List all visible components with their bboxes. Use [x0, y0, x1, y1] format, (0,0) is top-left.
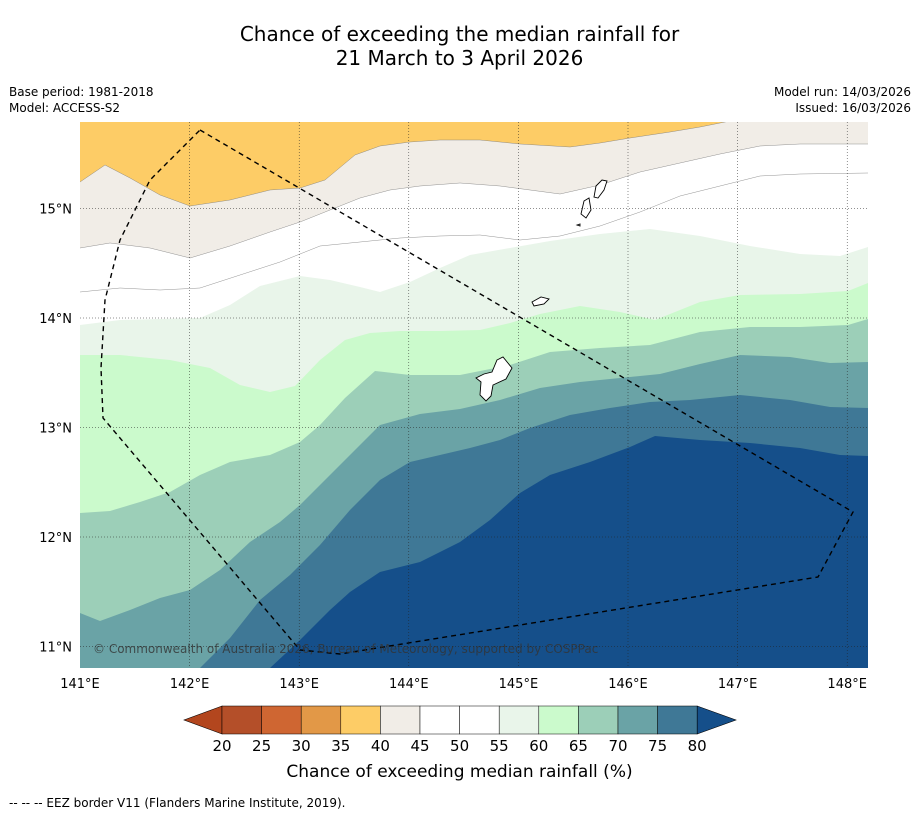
eez-border-line	[100, 129, 854, 655]
colorbar-tick-label: 45	[410, 737, 429, 755]
colorbar-tick-label: 30	[292, 737, 311, 755]
island-rota	[531, 296, 550, 307]
lat-label: 11°N	[39, 641, 72, 656]
lon-label: 148°E	[827, 677, 867, 692]
lat-label: 14°N	[39, 312, 72, 327]
colorbar-swatch	[657, 705, 698, 735]
copyright-notice: © Commonwealth of Australia 2026, Bureau…	[93, 642, 598, 656]
colorbar-swatch	[340, 705, 381, 735]
lon-label: 145°E	[499, 677, 539, 692]
colorbar-ticks: 20 25 30 35 40 45 50 55 60 65 70 75 80	[212, 737, 706, 755]
colorbar-tick-label: 75	[648, 737, 667, 755]
title-line-2: 21 March to 3 April 2026	[335, 46, 584, 70]
colorbar-tick-label: 60	[529, 737, 548, 755]
rainfall-contours: © Commonwealth of Australia 2026, Bureau…	[80, 122, 868, 668]
colorbar-swatch	[617, 705, 658, 735]
colorbar-swatch	[380, 705, 421, 735]
colorbar-swatch	[498, 705, 540, 735]
colorbar-swatch	[459, 705, 500, 735]
model-run: Model run: 14/03/2026	[773, 85, 911, 99]
title-line-1: Chance of exceeding the median rainfall …	[239, 22, 680, 46]
base-period: Base period: 1981-2018	[9, 85, 154, 99]
islands	[475, 179, 608, 402]
gridlines	[80, 122, 868, 668]
colorbar-swatch	[578, 705, 619, 735]
lon-label: 142°E	[170, 677, 210, 692]
colorbar-tick-label: 70	[608, 737, 627, 755]
colorbar-extend-low	[183, 705, 223, 735]
band-above-80	[270, 436, 868, 668]
model-name: Model: ACCESS-S2	[9, 101, 121, 115]
colorbar-tick-label: 80	[688, 737, 707, 755]
colorbar-tick-label: 50	[450, 737, 469, 755]
colorbar-tick-label: 25	[252, 737, 271, 755]
colorbar-swatch	[538, 705, 579, 735]
lon-label: 144°E	[389, 677, 429, 692]
island-aguijan	[575, 223, 581, 227]
colorbar-swatch	[300, 705, 342, 735]
colorbar-swatch	[221, 705, 262, 735]
island-guam	[475, 356, 513, 402]
lon-label: 141°E	[60, 677, 100, 692]
latitude-labels: 15°N 14°N 13°N 12°N 11°N	[39, 203, 72, 656]
colorbar-label: Chance of exceeding median rainfall (%)	[286, 762, 633, 782]
longitude-labels: 141°E 142°E 143°E 144°E 145°E 146°E 147°E 148°E	[60, 677, 867, 692]
contour-lines	[80, 122, 868, 293]
colorbar-swatch	[261, 705, 302, 735]
lat-label: 15°N	[39, 203, 72, 218]
chart-title: Chance of exceeding the median rainfall …	[0, 22, 919, 70]
colorbar-extend-high	[696, 705, 737, 735]
colorbar-tick-label: 35	[331, 737, 350, 755]
issued-date: Issued: 16/03/2026	[795, 101, 911, 115]
colorbar-swatch	[419, 705, 460, 735]
lon-label: 147°E	[718, 677, 758, 692]
colorbar-tick-label: 55	[490, 737, 509, 755]
lon-label: 143°E	[279, 677, 319, 692]
meta-left: Base period: 1981-2018 Model: ACCESS-S2	[9, 84, 154, 116]
lon-label: 146°E	[608, 677, 648, 692]
eez-footnote: -- -- -- EEZ border V11 (Flanders Marine…	[9, 796, 346, 810]
lat-label: 12°N	[39, 531, 72, 546]
colorbar-tick-label: 65	[569, 737, 588, 755]
meta-right: Model run: 14/03/2026 Issued: 16/03/2026	[774, 84, 911, 116]
island-tinian	[580, 197, 592, 219]
colorbar	[183, 705, 737, 735]
colorbar-tick-label: 20	[212, 737, 231, 755]
lat-label: 13°N	[39, 422, 72, 437]
island-saipan	[593, 179, 608, 199]
colorbar-tick-label: 40	[371, 737, 390, 755]
